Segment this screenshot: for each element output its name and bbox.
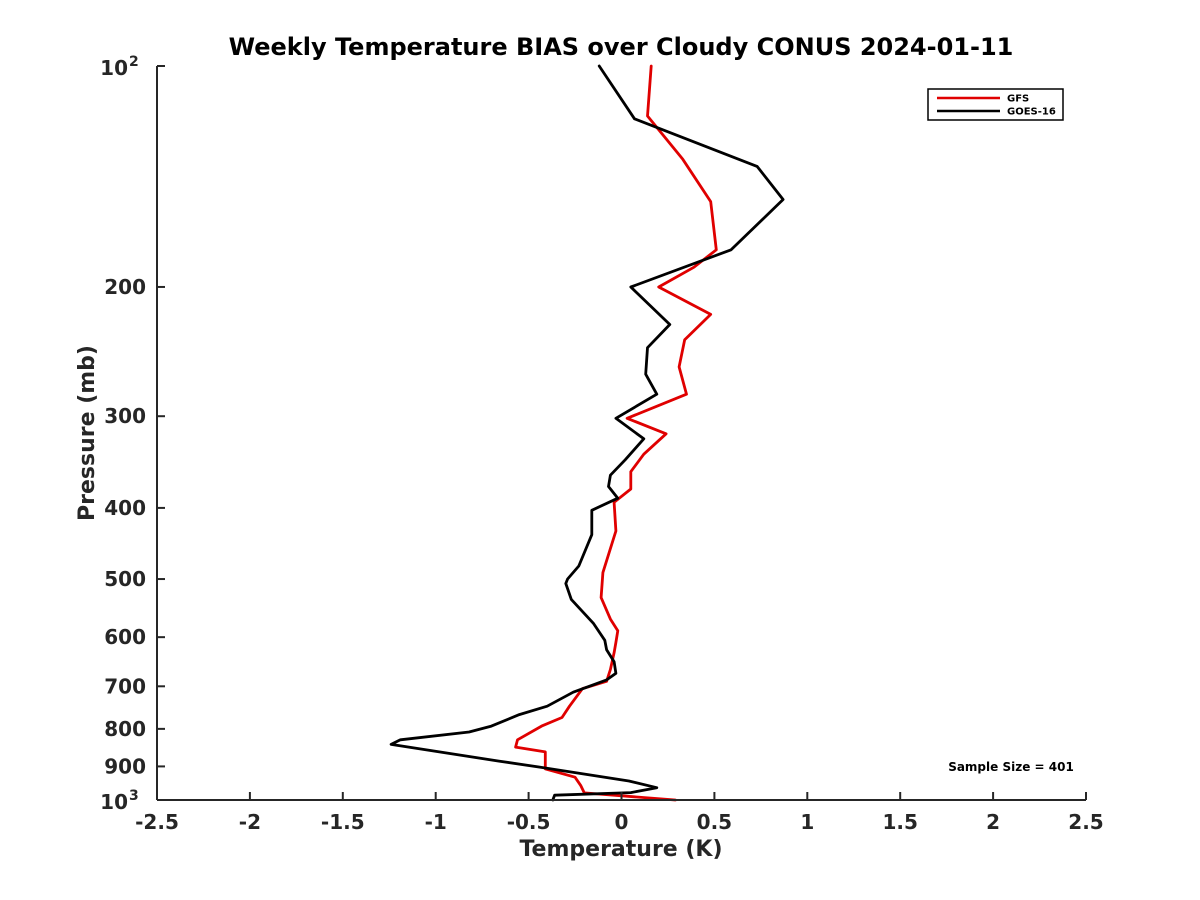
x-tick-label: 2.5 (1068, 810, 1103, 834)
y-tick-label-base: 10 (100, 56, 128, 80)
y-tick-label: 600 (104, 625, 146, 649)
y-tick-label-exponent: 2 (129, 54, 139, 70)
x-tick-label: -1 (425, 810, 447, 834)
x-axis-label: Temperature (K) (519, 837, 722, 862)
x-tick-label: -1.5 (321, 810, 365, 834)
y-tick-label-power: 10 2 (100, 54, 139, 80)
y-tick-label-exponent: 3 (129, 788, 139, 804)
plot-area: -2.5 -2 -1.5 -1 -0.5 0 0.5 1 1.5 2 2.5 10 220030040… (100, 54, 1104, 834)
x-tick-label: 0 (615, 810, 629, 834)
y-tick-label: 900 (104, 754, 146, 778)
y-tick-label-base: 10 (100, 790, 128, 814)
x-tick-label: -2.5 (135, 810, 179, 834)
series-line-gfs (514, 64, 718, 802)
y-tick-label: 200 (104, 275, 146, 299)
sample-size-annotation: Sample Size = 401 (948, 760, 1074, 774)
y-tick-label: 800 (104, 717, 146, 741)
x-tick-label: -0.5 (507, 810, 551, 834)
y-tick-label: 400 (104, 496, 146, 520)
y-axis-label: Pressure (mb) (75, 345, 100, 521)
legend-label-gfs: GFS (1007, 94, 1029, 105)
x-ticks: -2.5 -2 -1.5 -1 -0.5 0 0.5 1 1.5 2 2.5 (135, 792, 1104, 834)
series-layer (389, 64, 785, 802)
legend: GFS GOES-16 (927, 88, 1064, 121)
y-tick-label: 500 (104, 567, 146, 591)
y-tick-label: 700 (104, 674, 146, 698)
x-tick-label: 2 (986, 810, 1000, 834)
legend-box (927, 88, 1064, 121)
series-line-goes16 (389, 64, 785, 802)
y-tick-label-power: 10 3 (100, 788, 139, 814)
x-tick-label: 0.5 (697, 810, 732, 834)
x-tick-label: 1.5 (882, 810, 917, 834)
legend-label-goes16: GOES-16 (1007, 107, 1056, 118)
y-tick-label: 300 (104, 404, 146, 428)
x-tick-label: 1 (800, 810, 814, 834)
x-tick-label: -2 (239, 810, 261, 834)
chart-title: Weekly Temperature BIAS over Cloudy CONU… (229, 33, 1014, 61)
